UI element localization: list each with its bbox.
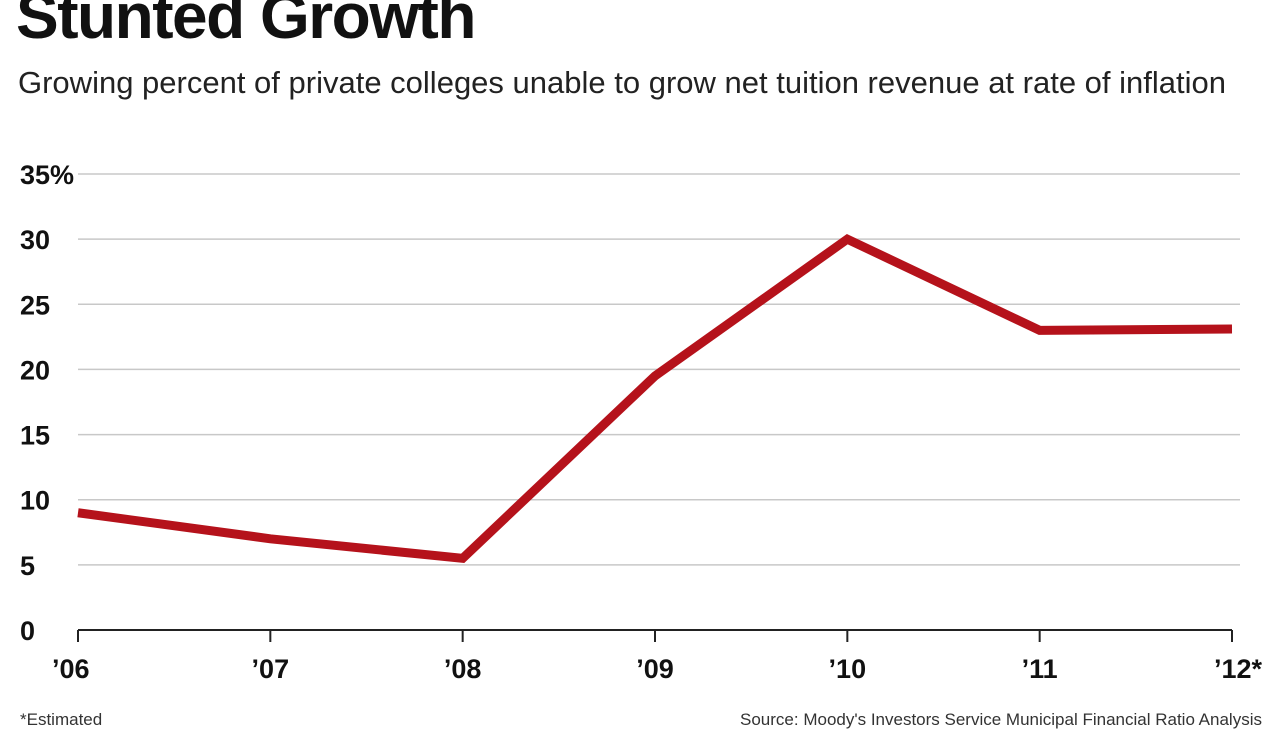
- y-tick-label: 10: [20, 486, 50, 516]
- x-tick-label: ’08: [444, 654, 482, 684]
- footnote: *Estimated: [20, 710, 102, 730]
- y-axis-tick-labels: 0 5 10 15 20 25 30 35%: [20, 160, 74, 646]
- y-tick-label: 25: [20, 290, 50, 320]
- x-axis: [78, 630, 1232, 642]
- x-tick-label: ’09: [636, 654, 674, 684]
- source-note: Source: Moody's Investors Service Munici…: [740, 710, 1262, 730]
- x-tick-label: ’12*: [1214, 654, 1263, 684]
- y-tick-label: 5: [20, 551, 35, 581]
- y-tick-label: 15: [20, 421, 50, 451]
- x-tick-label: ’10: [829, 654, 867, 684]
- y-tick-label: 35%: [20, 160, 74, 190]
- x-tick-label: ’11: [1022, 654, 1058, 684]
- y-tick-label: 20: [20, 355, 50, 385]
- y-tick-label: 30: [20, 225, 50, 255]
- x-axis-tick-labels: ’06 ’07 ’08 ’09 ’10 ’11 ’12*: [52, 654, 1262, 684]
- x-tick-label: ’06: [52, 654, 90, 684]
- series-line: [78, 239, 1232, 558]
- x-tick-label: ’07: [252, 654, 290, 684]
- y-tick-label: 0: [20, 616, 35, 646]
- series-layer: [78, 239, 1232, 558]
